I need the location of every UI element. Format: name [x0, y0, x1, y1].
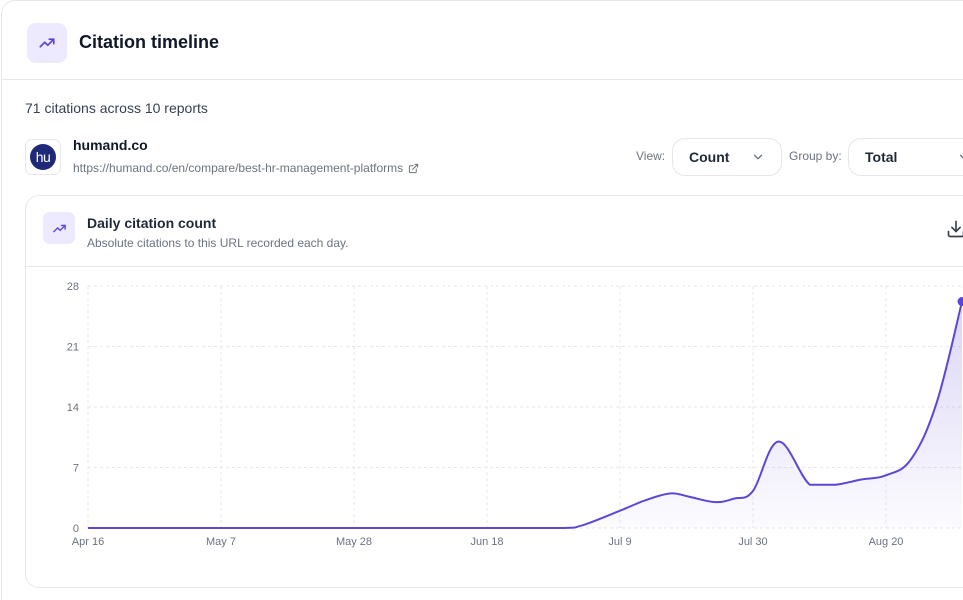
y-tick-label: 7 [73, 463, 79, 475]
x-tick-label: May 28 [336, 536, 372, 548]
y-tick-label: 28 [67, 281, 79, 293]
series-area [88, 301, 962, 528]
x-tick-label: Aug 20 [869, 536, 904, 548]
y-tick-label: 21 [67, 342, 79, 354]
download-icon[interactable] [946, 219, 963, 239]
y-tick-label: 14 [67, 402, 79, 414]
x-tick-label: Jul 30 [738, 536, 767, 548]
favicon-logo: hu [30, 144, 56, 170]
trending-up-icon [43, 212, 75, 244]
chart-title: Daily citation count [87, 215, 217, 231]
page-title: Citation timeline [79, 32, 220, 52]
chart-subtitle: Absolute citations to this URL recorded … [87, 236, 349, 250]
group-by-select-value: Total [865, 149, 898, 165]
x-tick-label: May 7 [206, 536, 236, 548]
chart-card-header: Daily citation count Absolute citations … [26, 196, 963, 267]
x-tick-label: Jul 9 [608, 536, 631, 548]
source-url-text[interactable]: https://humand.co/en/compare/best-hr-man… [73, 161, 404, 175]
source-domain: humand.co [73, 137, 148, 153]
site-favicon: hu [25, 139, 61, 175]
series-end-point [957, 297, 963, 307]
y-tick-label: 0 [73, 523, 79, 535]
view-label: View: [636, 149, 666, 163]
external-link-icon[interactable] [408, 163, 419, 174]
source-url-link[interactable]: https://humand.co/en/compare/best-hr-man… [73, 161, 419, 175]
series-line [88, 301, 963, 530]
panel-header: Citation timeline [2, 1, 963, 80]
x-tick-label: Jun 18 [470, 536, 503, 548]
group-by-label: Group by: [789, 149, 842, 163]
trending-up-icon [27, 23, 67, 63]
chevron-down-icon [753, 154, 763, 160]
view-select-value: Count [689, 149, 730, 165]
view-select[interactable]: Count [672, 138, 782, 176]
citation-summary: 71 citations across 10 reports [25, 100, 208, 116]
group-by-select[interactable]: Total [848, 138, 963, 176]
chevron-down-icon [959, 154, 963, 159]
x-tick-label: Apr 16 [72, 536, 104, 548]
